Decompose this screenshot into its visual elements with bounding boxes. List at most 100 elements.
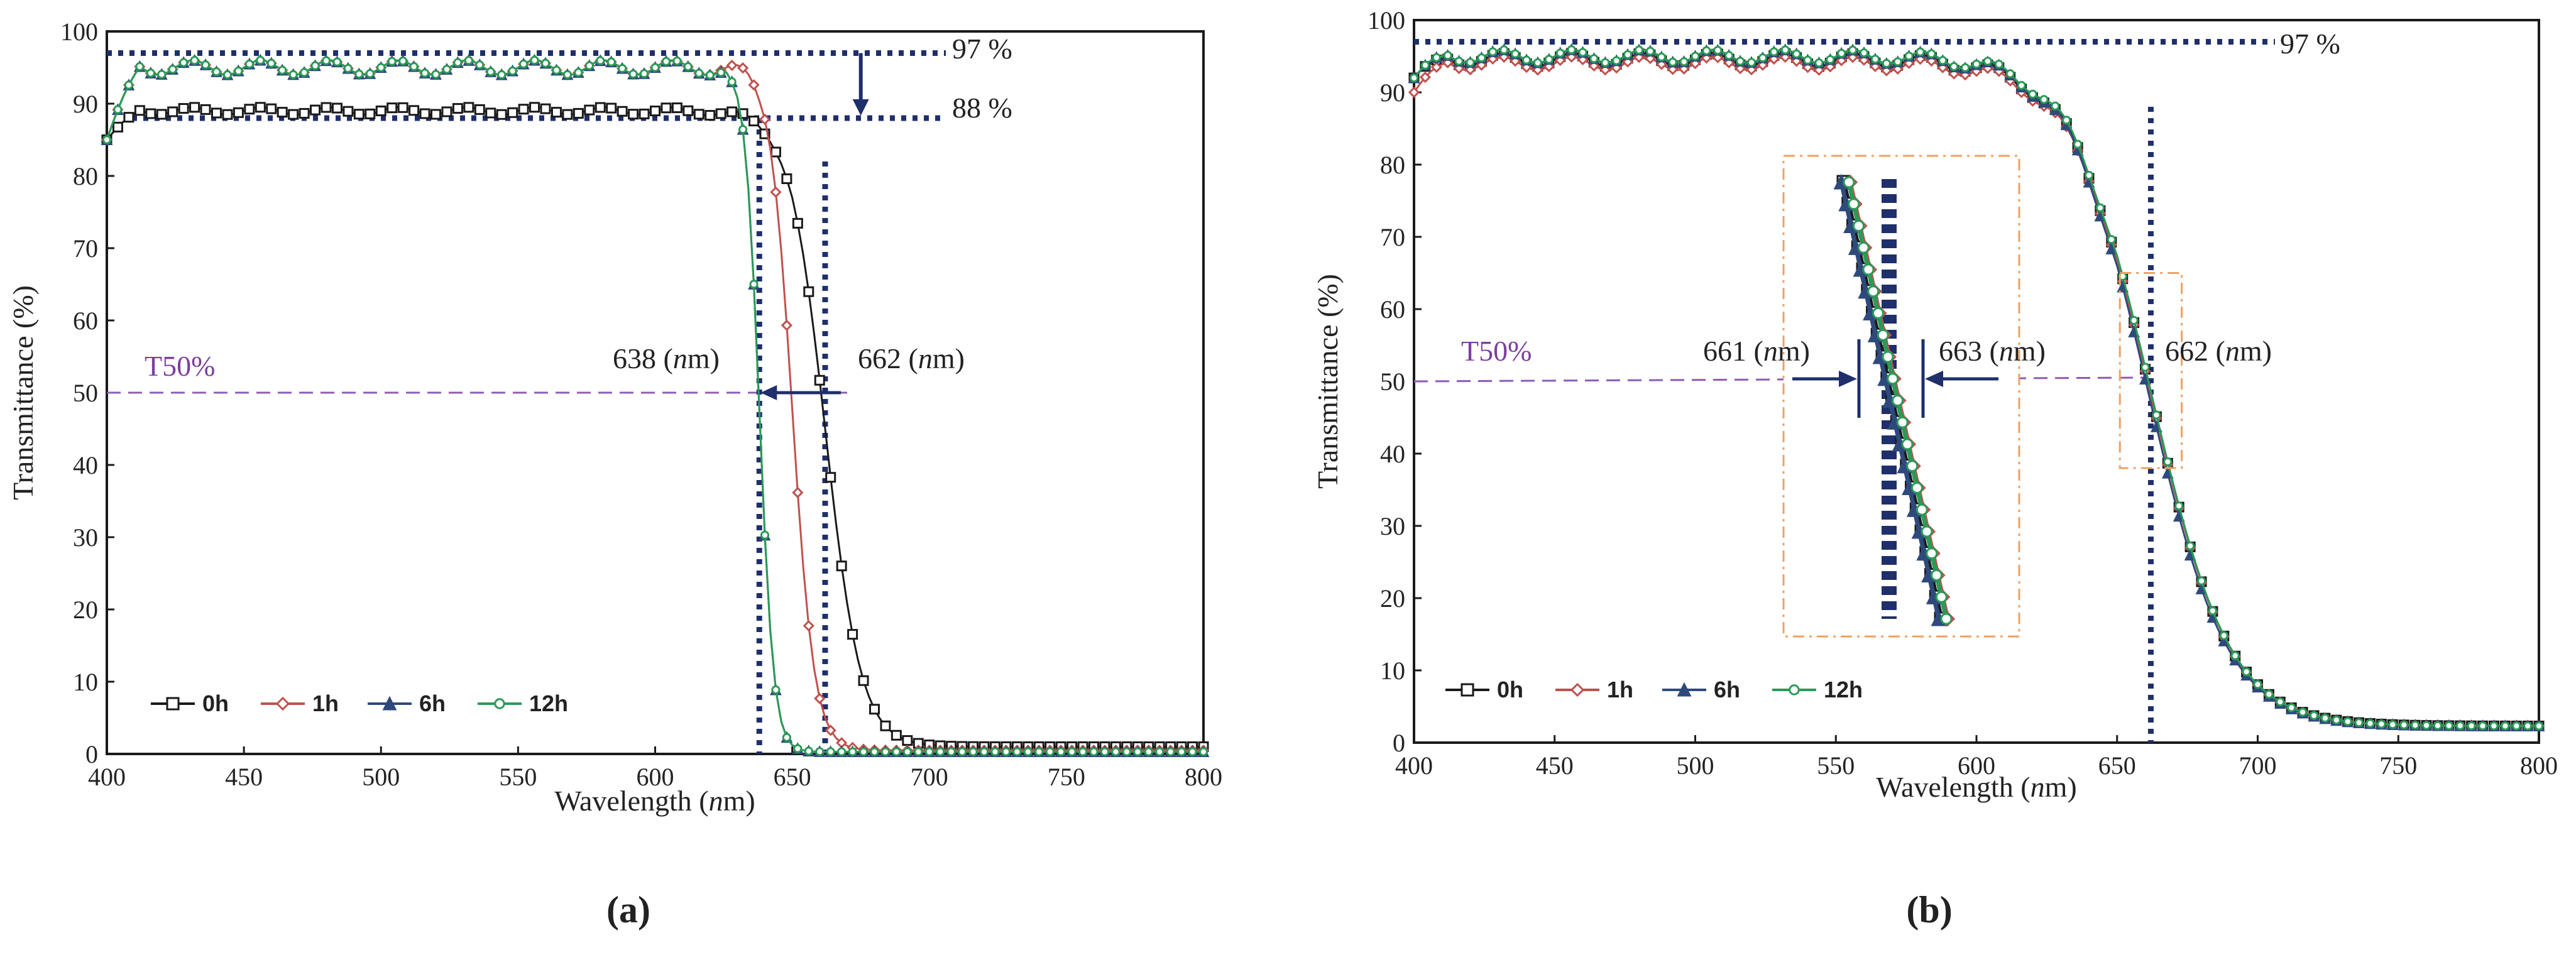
marker-12h	[1724, 51, 1734, 60]
y-tick-label: 90	[1380, 79, 1405, 107]
inset-marker-12h	[1931, 569, 1943, 581]
marker-0h	[222, 109, 233, 120]
marker-12h	[1927, 49, 1936, 58]
marker-12h	[793, 744, 803, 753]
marker-1h	[1892, 63, 1904, 75]
marker-12h	[2005, 69, 2015, 79]
marker-12h	[453, 58, 463, 67]
marker-1h	[1768, 53, 1780, 65]
inset-marker-12h	[1882, 351, 1894, 363]
marker-12h	[1443, 51, 1452, 60]
marker-1h	[825, 724, 836, 736]
x-axis-ticks-b: 400 450 500 550 600 650 700 750 800	[1395, 735, 2558, 780]
marker-1h	[1408, 86, 1420, 99]
marker-12h	[1111, 747, 1121, 756]
marker-0h	[540, 103, 551, 114]
marker-0h	[353, 109, 364, 120]
marker-12h	[1078, 747, 1088, 756]
y-tick-label: 40	[1380, 440, 1405, 468]
marker-12h	[1177, 747, 1187, 756]
marker-0h	[573, 107, 584, 119]
marker-12h	[332, 57, 342, 67]
marker-12h	[2219, 631, 2228, 640]
marker-0h	[178, 103, 189, 114]
marker-12h	[639, 69, 649, 79]
marker-0h	[463, 102, 474, 113]
marker-12h	[1702, 46, 1711, 55]
marker-0h	[386, 102, 398, 114]
marker-0h	[880, 720, 891, 731]
marker-12h	[1713, 46, 1723, 55]
marker-12h	[1409, 73, 1419, 83]
marker-12h	[2208, 606, 2217, 616]
marker-12h	[2276, 697, 2285, 707]
marker-12h	[2242, 667, 2251, 677]
marker-12h	[1803, 55, 1812, 65]
marker-12h	[552, 65, 561, 75]
marker-12h	[936, 747, 945, 756]
marker-0h	[288, 109, 299, 120]
inset-marker-12h	[1857, 241, 1870, 254]
marker-12h	[1589, 54, 1599, 63]
marker-0h	[639, 108, 650, 119]
y-axis-ticks-b: 0 10 20 30 40 50 60 70 80 90 100	[1367, 6, 1422, 757]
marker-0h	[902, 735, 913, 746]
marker-0h	[671, 102, 682, 114]
marker-12h	[584, 61, 594, 70]
marker-1h	[1498, 51, 1510, 63]
marker-0h	[321, 102, 332, 113]
series-group-b	[1408, 43, 2545, 732]
marker-0h	[595, 102, 606, 113]
marker-12h	[1837, 48, 1846, 58]
marker-12h	[1521, 55, 1532, 65]
marker-0h	[825, 472, 836, 483]
marker-1h	[1554, 54, 1566, 67]
marker-12h	[2512, 721, 2521, 731]
marker-1h	[726, 59, 738, 72]
marker-0h	[617, 106, 628, 117]
marker-1h	[1689, 57, 1701, 70]
marker-12h	[2129, 315, 2139, 325]
marker-12h	[1100, 747, 1110, 756]
marker-12h	[826, 747, 835, 756]
marker-12h	[1578, 48, 1587, 57]
y-tick-label: 30	[73, 523, 98, 552]
marker-12h	[880, 747, 891, 756]
marker-12h	[212, 67, 221, 77]
legend-marker-12h	[494, 698, 505, 709]
marker-1h	[1464, 63, 1476, 75]
marker-0h	[584, 104, 595, 116]
marker-0h	[507, 107, 518, 118]
y-tick-label: 80	[1380, 151, 1405, 179]
y-tick-label: 90	[73, 90, 98, 118]
marker-12h	[1938, 56, 1948, 65]
legend-label-0h: 0h	[1497, 677, 1523, 702]
x-tick-label: 750	[2379, 751, 2417, 780]
marker-12h	[650, 63, 660, 72]
x-tick-label: 400	[88, 763, 126, 791]
marker-0h	[682, 105, 694, 116]
marker-12h	[1814, 58, 1824, 68]
marker-6h	[2105, 243, 2118, 254]
annotation-t50-a: T50%	[145, 350, 215, 382]
marker-0h	[200, 104, 211, 115]
inset-marker-12h	[1935, 591, 1948, 603]
x-tick-label: 600	[637, 763, 674, 791]
marker-12h	[946, 747, 956, 756]
marker-1h	[1723, 57, 1735, 68]
x-tick-label: 700	[2239, 751, 2277, 780]
marker-12h	[244, 59, 254, 69]
marker-12h	[1188, 747, 1197, 756]
legend-marker-1h	[275, 696, 290, 711]
marker-12h	[2421, 721, 2431, 730]
marker-12h	[2399, 720, 2409, 729]
marker-12h	[2174, 501, 2184, 511]
y-tick-label: 20	[73, 596, 98, 624]
y-tick-label: 10	[1380, 657, 1405, 685]
marker-12h	[365, 69, 375, 79]
marker-0h	[397, 102, 408, 113]
annotation-t50-b: T50%	[1461, 335, 1532, 367]
marker-12h	[2354, 718, 2364, 728]
inset-zoom-b	[1833, 173, 1956, 627]
x-axis-ticks-a: 400 450 500 550 600 650 700 750 800	[88, 746, 1222, 791]
